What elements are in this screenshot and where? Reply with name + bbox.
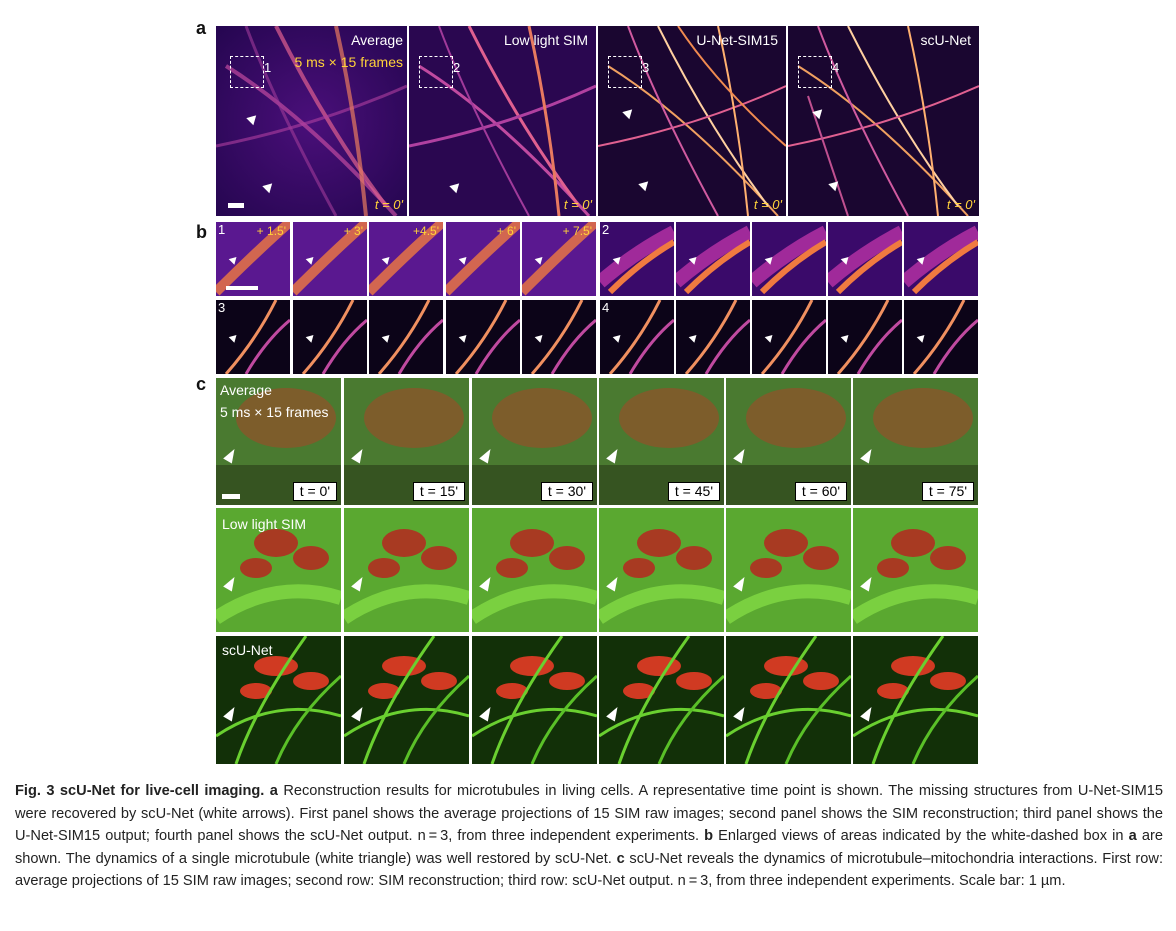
- time-offset-label: + 1.5': [256, 224, 286, 238]
- time-offset-label: + 3': [343, 224, 363, 238]
- zoom-label-3: 3: [218, 300, 226, 315]
- time-offset-label: + 6': [496, 224, 516, 238]
- tile-title: scU-Net: [920, 32, 971, 48]
- panel-b-sim-tile: [676, 222, 750, 296]
- panel-b-scunet-tile: [752, 300, 826, 374]
- figure-caption: Fig. 3 scU-Net for live-cell imaging. a …: [15, 780, 1163, 893]
- panel-b-unet-tile: [216, 300, 290, 374]
- panel-b-scunet-tile: [828, 300, 902, 374]
- panel-c-letter: c: [196, 374, 207, 394]
- tile-subtitle: 5 ms × 15 frames: [294, 54, 403, 70]
- caption-letter-c: c: [616, 850, 625, 867]
- zoom-label-1: 1: [218, 222, 226, 237]
- row-title-low-light-sim: Low light SIM: [222, 516, 307, 532]
- panel-c-tile: t = 45': [599, 378, 724, 505]
- scale-bar: [226, 286, 258, 290]
- zoom-box: [419, 56, 453, 88]
- caption-text-a: Reconstruction results for microtubules …: [15, 783, 1163, 844]
- microtubule-image: [409, 26, 596, 216]
- zoom-box: [798, 56, 832, 88]
- panel-a-tile-low-light-sim: Low light SIM 2 t = 0': [409, 26, 596, 216]
- time-label: t = 0': [292, 482, 337, 501]
- time-label: t = 75': [921, 482, 974, 501]
- panel-a-tile-average: Average 5 ms × 15 frames 1 t = 0': [216, 26, 407, 216]
- time-label: t = 30': [540, 482, 593, 501]
- panel-c-tile: [472, 636, 597, 764]
- time-label: t = 60': [794, 482, 847, 501]
- time-label: t = 0': [563, 197, 592, 212]
- panel-a-tile-scunet: scU-Net 4 t = 0': [788, 26, 979, 216]
- time-offset-label: +4.5': [413, 224, 439, 238]
- row-title-average: Average: [220, 382, 272, 398]
- caption-ref-a: a: [1128, 828, 1137, 844]
- panel-b-sim-tile: [828, 222, 902, 296]
- tile-title: Average: [351, 32, 403, 48]
- microtubule-image: [788, 26, 979, 216]
- zoom-box-number: 4: [832, 60, 840, 75]
- caption-title: Fig. 3 scU-Net for live-cell imaging.: [15, 783, 265, 799]
- panel-b-scunet-tile: [904, 300, 978, 374]
- panel-c-tile: [216, 508, 341, 632]
- panel-c-tile: [344, 636, 469, 764]
- caption-letter-a: a: [269, 783, 278, 799]
- panel-b-sim-tile: [752, 222, 826, 296]
- panel-b-sim-tile: [904, 222, 978, 296]
- panel-c-tile: [472, 508, 597, 632]
- scale-bar: [228, 203, 244, 208]
- panel-c-tile: [853, 508, 978, 632]
- zoom-label-4: 4: [602, 300, 610, 315]
- panel-b-sim-tile: [600, 222, 674, 296]
- panel-b-unet-tile: [446, 300, 520, 374]
- panel-c-tile: [216, 636, 341, 764]
- microtubule-image: [216, 26, 407, 216]
- caption-text-c: scU-Net reveals the dynamics of microtub…: [15, 850, 1163, 890]
- panel-a-letter: a: [196, 18, 207, 38]
- caption-text-b2: are shown. The dynamics of a single micr…: [15, 828, 1163, 867]
- panel-b-letter: b: [196, 222, 207, 242]
- row-subtitle-average: 5 ms × 15 frames: [220, 404, 329, 420]
- panel-b-scunet-tile: [600, 300, 674, 374]
- panel-c-tile: t = 0': [216, 378, 341, 505]
- time-label: t = 0': [374, 197, 403, 212]
- panel-c-tile: t = 75': [853, 378, 978, 505]
- time-offset-label: + 7.5': [562, 224, 592, 238]
- tile-title: Low light SIM: [503, 32, 588, 48]
- panel-a-tile-unet-sim15: U-Net-SIM15 3 t = 0': [598, 26, 786, 216]
- panel-c-tile: [726, 636, 851, 764]
- panel-c-tile: [853, 636, 978, 764]
- time-label: t = 45': [667, 482, 720, 501]
- panel-c-tile: t = 15': [344, 378, 469, 505]
- zoom-box-number: 3: [642, 60, 650, 75]
- panel-b-avg-tile: + 3': [293, 222, 367, 296]
- panel-c-tile: [726, 508, 851, 632]
- time-label: t = 0': [946, 197, 975, 212]
- row-title-scunet: scU-Net: [222, 642, 273, 658]
- panel-c-tile: t = 60': [726, 378, 851, 505]
- panel-b-unet-tile: [522, 300, 596, 374]
- panel-c-tile: t = 30': [472, 378, 597, 505]
- zoom-box: [230, 56, 264, 88]
- panel-c-tile: [599, 636, 724, 764]
- panel-b-avg-tile: + 1.5': [216, 222, 290, 296]
- panel-b-avg-tile: + 7.5': [522, 222, 596, 296]
- scale-bar: [222, 494, 240, 499]
- panel-b-unet-tile: [369, 300, 443, 374]
- zoom-box-number: 1: [264, 60, 272, 75]
- zoom-label-2: 2: [602, 222, 610, 237]
- microtubule-image: [598, 26, 786, 216]
- panel-c-tile: [344, 508, 469, 632]
- zoom-box: [608, 56, 642, 88]
- panel-c-tile: [599, 508, 724, 632]
- panel-b-avg-tile: + 6': [446, 222, 520, 296]
- time-label: t = 0': [753, 197, 782, 212]
- tile-title: U-Net-SIM15: [696, 32, 778, 48]
- panel-b-avg-tile: +4.5': [369, 222, 443, 296]
- caption-letter-b: b: [704, 828, 714, 844]
- zoom-box-number: 2: [453, 60, 461, 75]
- time-label: t = 15': [412, 482, 465, 501]
- panel-b-unet-tile: [293, 300, 367, 374]
- caption-text-b: Enlarged views of areas indicated by the…: [713, 828, 1129, 844]
- panel-b-scunet-tile: [676, 300, 750, 374]
